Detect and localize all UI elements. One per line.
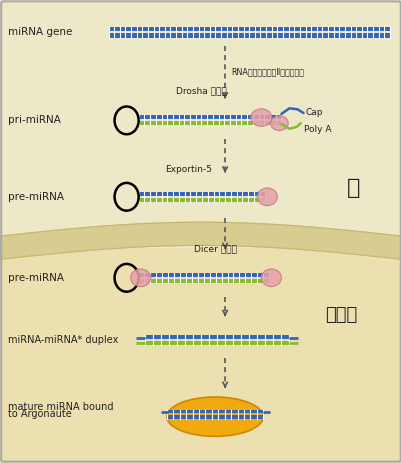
Text: 細胞質: 細胞質 bbox=[325, 306, 357, 324]
Text: to Argonaute: to Argonaute bbox=[8, 409, 72, 419]
Ellipse shape bbox=[261, 269, 281, 287]
Ellipse shape bbox=[257, 188, 277, 206]
Ellipse shape bbox=[166, 397, 263, 436]
Ellipse shape bbox=[250, 109, 271, 126]
Bar bbox=[138, 115, 281, 119]
Bar bbox=[108, 26, 389, 31]
Bar bbox=[166, 410, 263, 413]
Text: miRNA-miRNA* duplex: miRNA-miRNA* duplex bbox=[8, 335, 118, 345]
Text: Dicer 複合体: Dicer 複合体 bbox=[193, 245, 236, 254]
Text: pre-miRNA: pre-miRNA bbox=[8, 192, 64, 202]
Text: miRNA gene: miRNA gene bbox=[8, 27, 72, 38]
Text: 核: 核 bbox=[346, 177, 360, 198]
Text: mature miRNA bound: mature miRNA bound bbox=[8, 401, 113, 412]
Text: pre-miRNA: pre-miRNA bbox=[8, 273, 64, 283]
Bar bbox=[138, 192, 265, 196]
Bar bbox=[138, 273, 269, 277]
Bar bbox=[138, 198, 265, 202]
Bar bbox=[0, 0, 401, 248]
Text: RNAポリメラーゼⅡによる転写: RNAポリメラーゼⅡによる転写 bbox=[231, 67, 304, 76]
Bar bbox=[166, 415, 263, 419]
Bar bbox=[138, 121, 281, 125]
Text: Exportin-5: Exportin-5 bbox=[165, 165, 212, 174]
Bar bbox=[0, 248, 401, 463]
Bar bbox=[144, 335, 289, 339]
Bar bbox=[144, 341, 289, 345]
Bar bbox=[138, 279, 269, 283]
Text: Poly A: Poly A bbox=[303, 125, 330, 134]
Ellipse shape bbox=[130, 269, 150, 287]
Text: Cap: Cap bbox=[305, 107, 322, 117]
Ellipse shape bbox=[270, 116, 288, 131]
Text: Drosha 複合体: Drosha 複合体 bbox=[175, 86, 226, 95]
Text: pri-miRNA: pri-miRNA bbox=[8, 115, 61, 125]
Bar bbox=[108, 33, 389, 38]
